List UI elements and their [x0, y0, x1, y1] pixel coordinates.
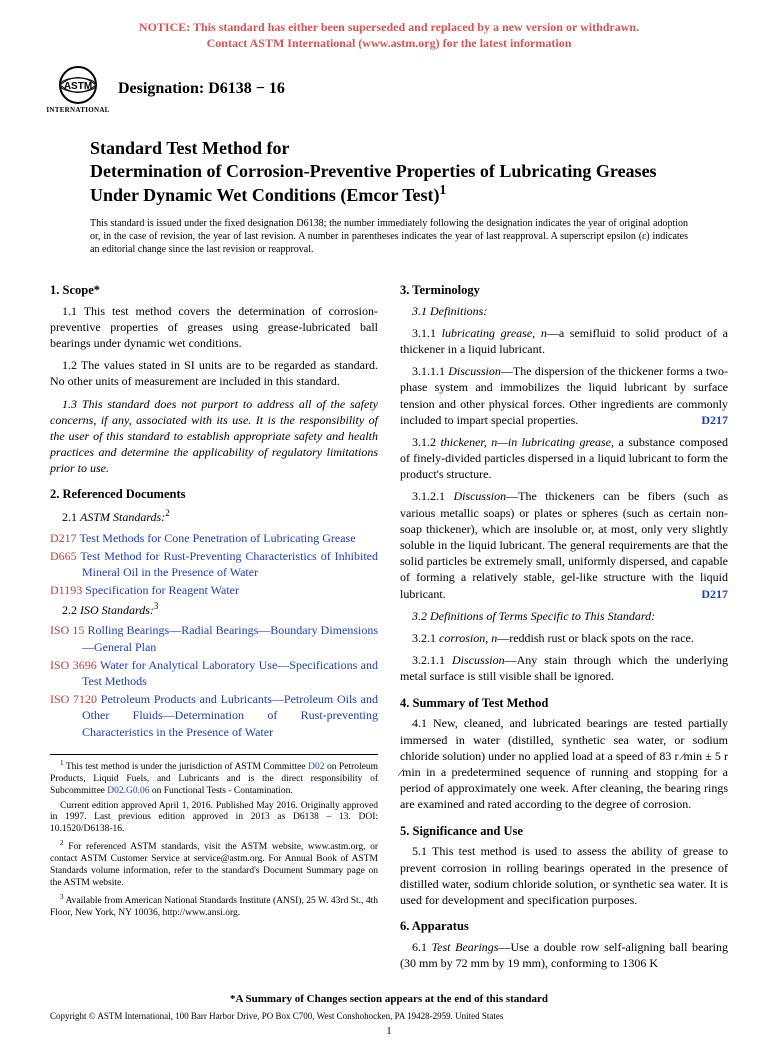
- refdocs-heading: 2. Referenced Documents: [50, 486, 378, 503]
- ref-item: D665 Test Method for Rust-Preventing Cha…: [50, 548, 378, 580]
- para-3-2-1: 3.2.1 corrosion, n—reddish rust or black…: [400, 630, 728, 646]
- ref-d217-link-2[interactable]: D217: [689, 586, 728, 602]
- para-2-2: 2.2 ISO Standards:3: [50, 600, 378, 618]
- standard-page: NOTICE: This standard has either been su…: [0, 0, 778, 1057]
- ref-code[interactable]: ISO 15: [50, 623, 84, 637]
- fn1-a: This test method is under the jurisdicti…: [66, 762, 308, 772]
- iso-label: ISO Standards:: [80, 603, 154, 617]
- footnotes: 1 This test method is under the jurisdic…: [50, 754, 378, 920]
- para-3-2-1-1: 3.2.1.1 Discussion—Any stain through whi…: [400, 652, 728, 684]
- apparatus-heading: 6. Apparatus: [400, 918, 728, 935]
- ref-item: ISO 7120 Petroleum Products and Lubrican…: [50, 691, 378, 740]
- astm-logo-icon: ASTM: [55, 65, 101, 105]
- column-right: 3. Terminology 3.1 Definitions: 3.1.1 lu…: [400, 272, 728, 978]
- scope-heading: 1. Scope*: [50, 282, 378, 299]
- footnote-1-dates: Current edition approved April 1, 2016. …: [50, 801, 378, 837]
- para-1-2: 1.2 The values stated in SI units are to…: [50, 357, 378, 389]
- p2-1-num: 2.1: [62, 510, 80, 524]
- ref-item: ISO 3696 Water for Analytical Laboratory…: [50, 657, 378, 689]
- ref-text[interactable]: Test Methods for Cone Penetration of Lub…: [79, 531, 355, 545]
- para-3-1: 3.1 Definitions:: [400, 303, 728, 319]
- fn3-text: Available from American National Standar…: [50, 896, 378, 918]
- ref-code[interactable]: D1193: [50, 583, 82, 597]
- footnote-1: 1 This test method is under the jurisdic…: [50, 759, 378, 798]
- para-1-1: 1.1 This test method covers the determin…: [50, 303, 378, 352]
- footnote-2: 2 For referenced ASTM standards, visit t…: [50, 839, 378, 890]
- title-line-2: Determination of Corrosion-Preventive Pr…: [90, 160, 688, 207]
- header-row: ASTM INTERNATIONAL Designation: D6138 − …: [50, 61, 728, 117]
- fn1-link1[interactable]: D02: [308, 762, 324, 772]
- fn1-link2[interactable]: D02.G0.06: [107, 786, 149, 796]
- para-3-1-1-1: 3.1.1.1 Discussion—The dispersion of the…: [400, 363, 728, 428]
- ref-item: ISO 15 Rolling Bearings—Radial Bearings—…: [50, 622, 378, 654]
- footnote-3: 3 Available from American National Stand…: [50, 893, 378, 920]
- fn1-c: on Functional Tests - Contamination.: [150, 786, 293, 796]
- astm-logo: ASTM INTERNATIONAL: [50, 61, 106, 117]
- para-1-3: 1.3 This standard does not purport to ad…: [50, 396, 378, 477]
- copyright-text: Copyright © ASTM International, 100 Barr…: [50, 1011, 728, 1021]
- sup-3: 3: [154, 601, 159, 611]
- para-3-1-2: 3.1.2 thickener, n—in lubricating grease…: [400, 434, 728, 483]
- designation-text: Designation: D6138 − 16: [118, 80, 285, 98]
- ref-code[interactable]: D217: [50, 531, 77, 545]
- summary-changes-note: *A Summary of Changes section appears at…: [50, 993, 728, 1005]
- notice-banner: NOTICE: This standard has either been su…: [50, 20, 728, 51]
- para-5-1: 5.1 This test method is used to assess t…: [400, 843, 728, 908]
- sup-2: 2: [165, 508, 170, 518]
- para-3-2: 3.2 Definitions of Terms Specific to Thi…: [400, 608, 728, 624]
- ref-code[interactable]: ISO 3696: [50, 658, 97, 672]
- title-line-1: Standard Test Method for: [90, 137, 688, 160]
- title-block: Standard Test Method for Determination o…: [90, 137, 688, 207]
- terminology-heading: 3. Terminology: [400, 282, 728, 299]
- para-6-1: 6.1 Test Bearings—Use a double row self-…: [400, 939, 728, 971]
- ref-text[interactable]: Rolling Bearings—Radial Bearings—Boundar…: [82, 623, 378, 653]
- ref-code[interactable]: ISO 7120: [50, 692, 97, 706]
- page-number: 1: [50, 1025, 728, 1037]
- two-columns: 1. Scope* 1.1 This test method covers th…: [50, 272, 728, 978]
- column-left: 1. Scope* 1.1 This test method covers th…: [50, 272, 378, 978]
- ref-code[interactable]: D665: [50, 549, 77, 563]
- para-2-1: 2.1 ASTM Standards:2: [50, 507, 378, 525]
- title-body: Determination of Corrosion-Preventive Pr…: [90, 161, 657, 206]
- astm-label: ASTM Standards:: [80, 510, 165, 524]
- summary-heading: 4. Summary of Test Method: [400, 695, 728, 712]
- notice-line-1: NOTICE: This standard has either been su…: [50, 20, 728, 36]
- logo-label: INTERNATIONAL: [46, 106, 109, 114]
- para-3-1-2-1: 3.1.2.1 Discussion—The thickeners can be…: [400, 488, 728, 601]
- svg-text:ASTM: ASTM: [64, 81, 92, 92]
- ref-text[interactable]: Test Method for Rust-Preventing Characte…: [80, 549, 378, 579]
- notice-line-2: Contact ASTM International (www.astm.org…: [50, 36, 728, 52]
- para-3-1-1: 3.1.1 lubricating grease, n—a semifluid …: [400, 325, 728, 357]
- fn2-text: For referenced ASTM standards, visit the…: [50, 842, 378, 888]
- p2-2-num: 2.2: [62, 603, 80, 617]
- ref-d217-link[interactable]: D217: [689, 412, 728, 428]
- significance-heading: 5. Significance and Use: [400, 823, 728, 840]
- ref-text[interactable]: Water for Analytical Laboratory Use—Spec…: [82, 658, 378, 688]
- ref-text[interactable]: Petroleum Products and Lubricants—Petrol…: [82, 692, 378, 738]
- para-4-1: 4.1 New, cleaned, and lubricated bearing…: [400, 715, 728, 812]
- ref-item: D1193 Specification for Reagent Water: [50, 582, 378, 598]
- ref-item: D217 Test Methods for Cone Penetration o…: [50, 530, 378, 546]
- title-sup: 1: [440, 182, 447, 197]
- issue-note: This standard is issued under the fixed …: [90, 217, 688, 256]
- ref-text[interactable]: Specification for Reagent Water: [85, 583, 239, 597]
